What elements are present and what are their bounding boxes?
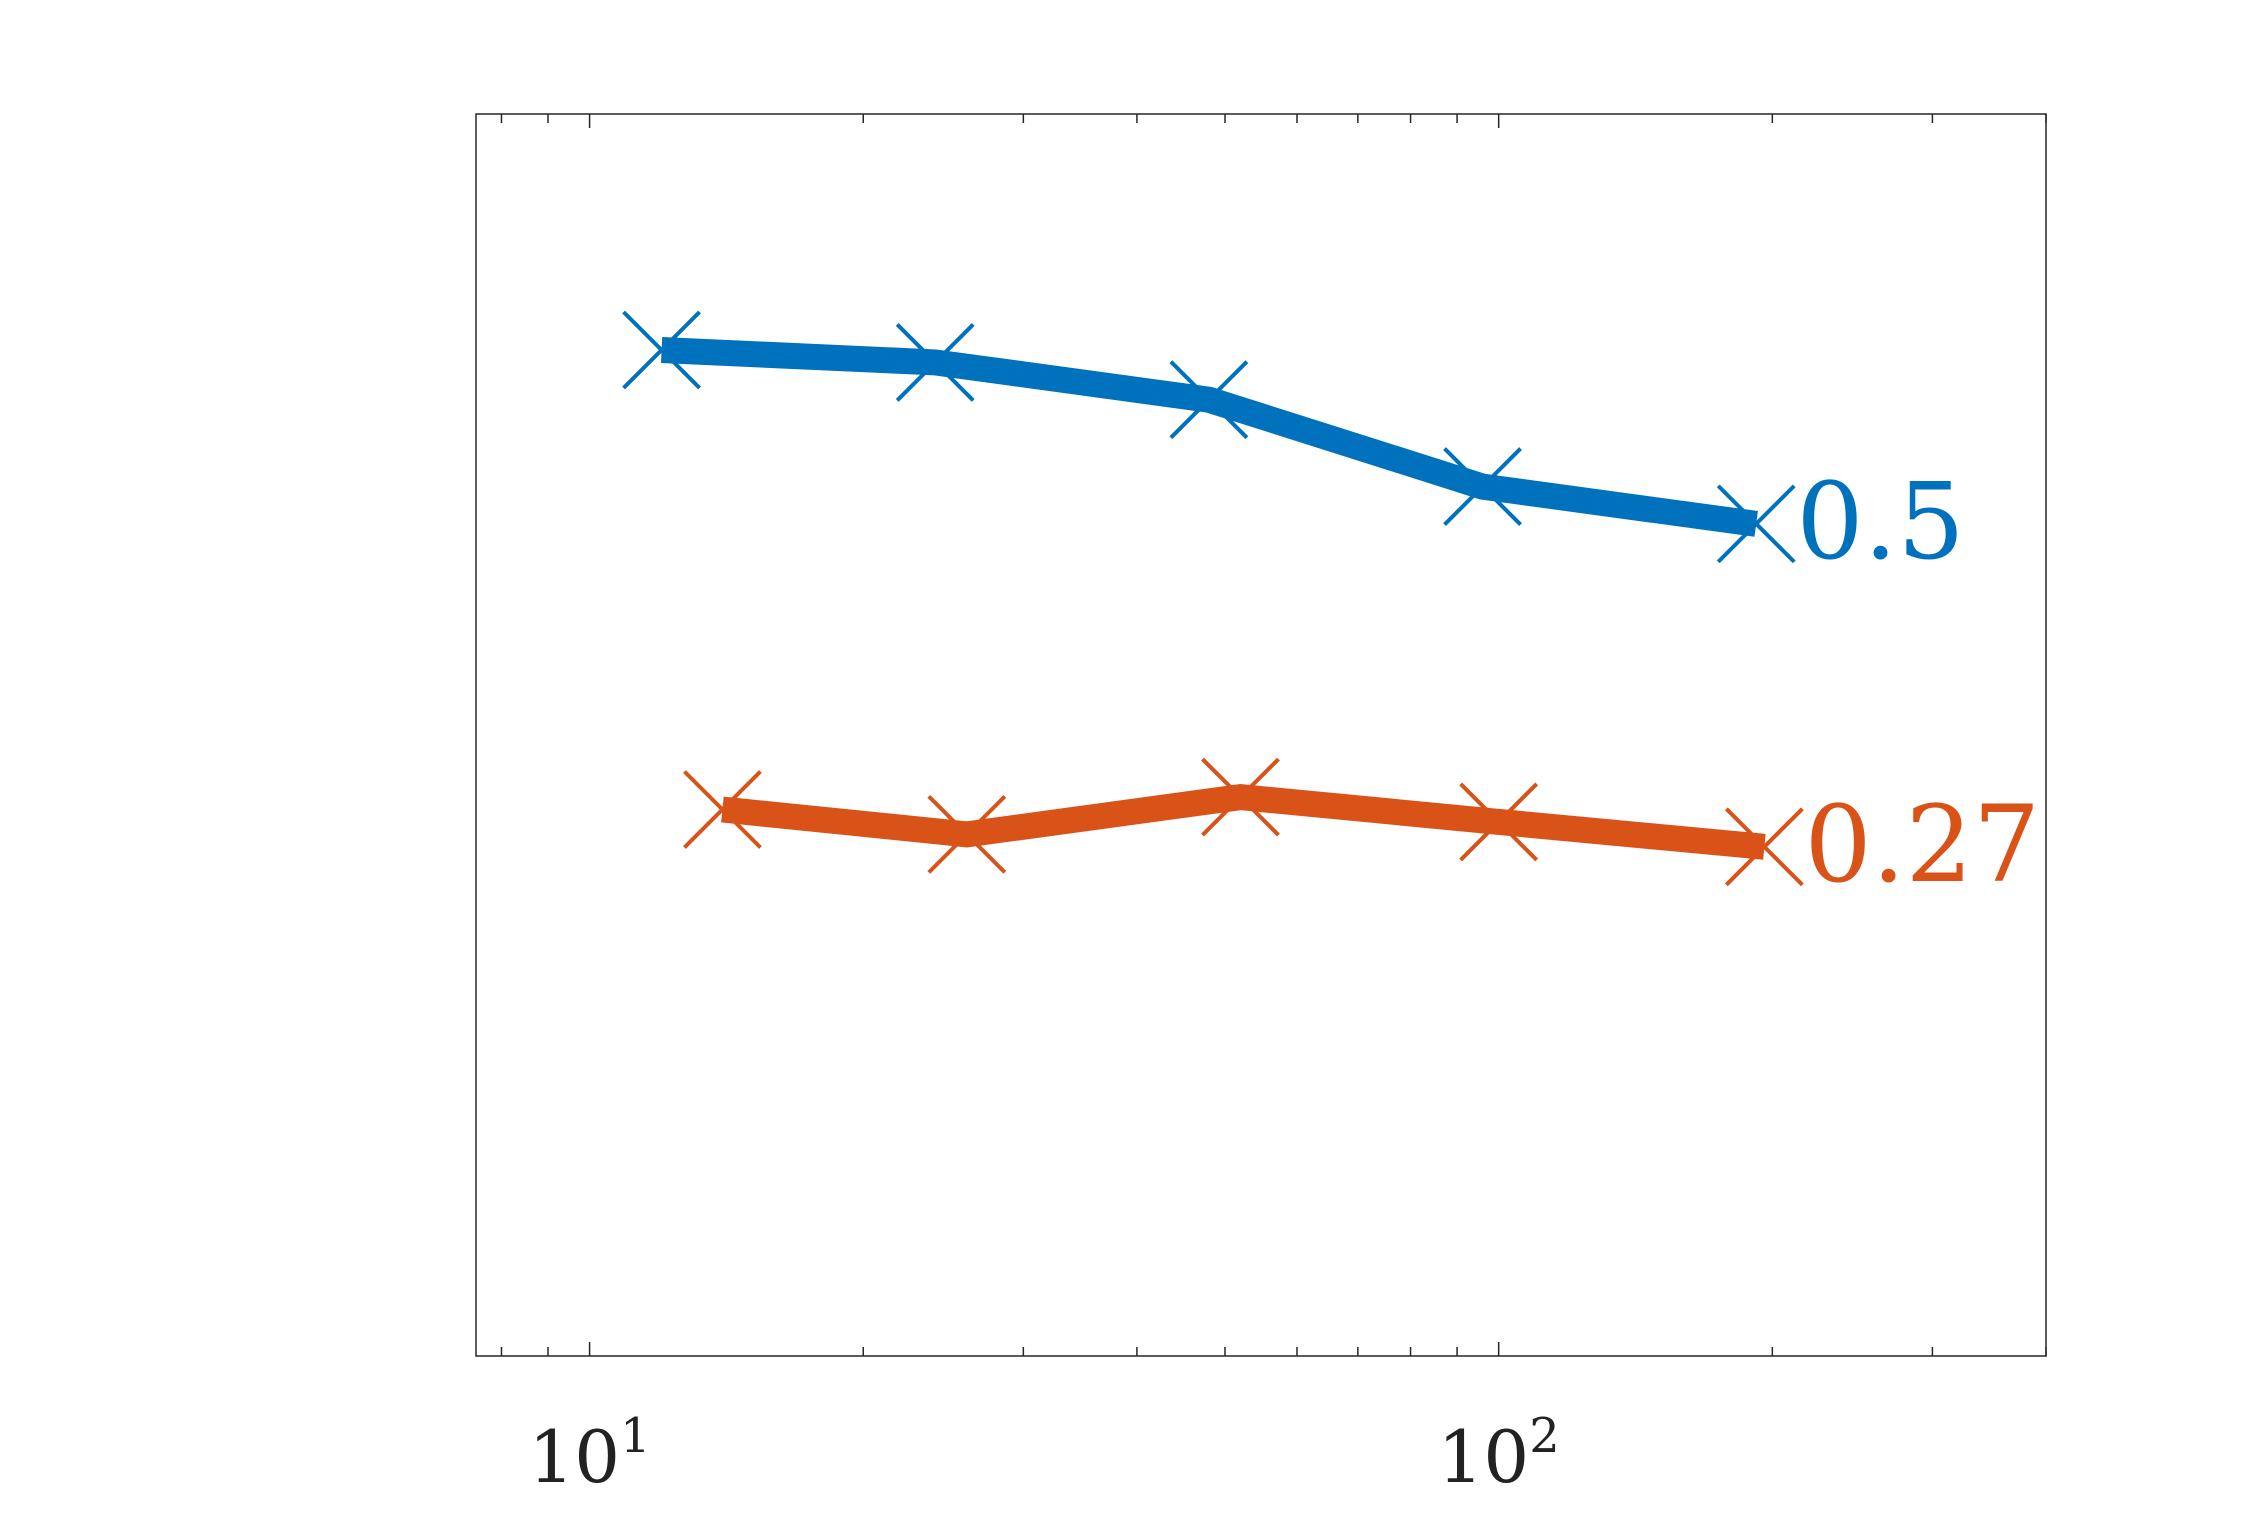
x-tick-label-exponent: 1	[620, 1408, 651, 1464]
marker-stroke	[1459, 782, 1539, 862]
marker-stroke	[1443, 447, 1522, 527]
x-tick-label: 102	[1438, 1408, 1560, 1499]
plot-background	[476, 114, 2046, 1356]
series-layer: 0.5 0.27	[622, 310, 2040, 906]
series-2-marker	[1724, 807, 1804, 887]
x-tick-label: 101	[528, 1408, 650, 1499]
series-2-marker	[1459, 782, 1539, 862]
series-2-marker	[683, 770, 762, 849]
x-tick-label-base: 10	[1438, 1415, 1530, 1499]
x-tick-label-base: 10	[528, 1415, 620, 1499]
series-1-marker	[622, 310, 701, 390]
series-1-marker	[895, 322, 975, 402]
series-1-end-label: 0.5	[1796, 460, 1965, 583]
marker-stroke	[683, 770, 762, 849]
plot-frame	[475, 113, 2047, 1357]
series-1-marker	[1169, 360, 1249, 440]
series-2-end-label: 0.27	[1804, 783, 2040, 906]
series-1-marker	[1443, 447, 1522, 527]
x-tick-labels: 101 102	[528, 1408, 1559, 1499]
x-tick-label-exponent: 2	[1529, 1408, 1560, 1464]
marker-stroke	[622, 310, 701, 390]
series-2-marker	[927, 794, 1007, 874]
series-1-marker	[1716, 484, 1796, 564]
marker-stroke	[927, 794, 1007, 874]
marker-stroke	[1724, 807, 1804, 887]
series-2-marker	[1201, 757, 1280, 837]
marker-stroke	[1169, 360, 1249, 440]
marker-stroke	[895, 322, 975, 402]
marker-stroke	[1716, 484, 1796, 564]
marker-stroke	[1201, 757, 1280, 837]
